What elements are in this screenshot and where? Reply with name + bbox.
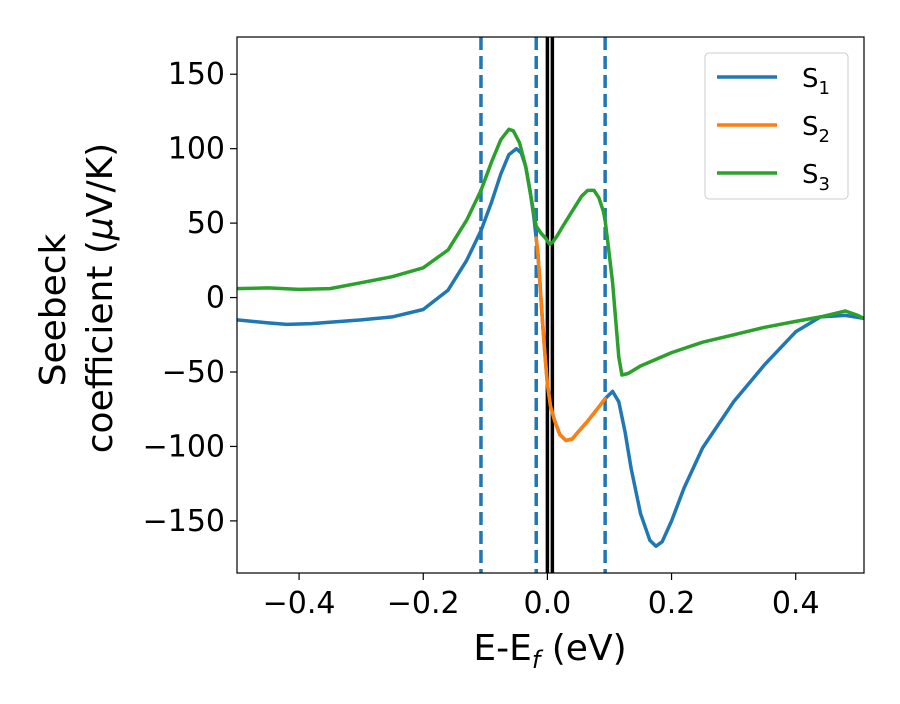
y-axis-title-line1: Seebeck xyxy=(33,233,74,386)
y-tick-label: −150 xyxy=(143,504,225,539)
x-axis-title-unit: (eV) xyxy=(540,628,626,669)
x-tick-label: −0.2 xyxy=(387,586,460,621)
x-tick-label: 0.0 xyxy=(524,586,572,621)
y-tick-label: 50 xyxy=(187,206,225,241)
y-tick-label: 100 xyxy=(168,132,225,167)
legend-label-s1: S1 xyxy=(802,64,830,99)
y-axis-title-line2: coefficient (μV/K) xyxy=(80,143,121,453)
legend-label-s3: S3 xyxy=(802,160,830,195)
x-tick-label: 0.4 xyxy=(772,586,820,621)
series-line-s2 xyxy=(534,236,607,443)
y-axis-title-mu: μ xyxy=(80,217,121,241)
y-axis-title: Seebeck coefficient (μV/K) xyxy=(33,143,121,453)
legend-label-s2: S2 xyxy=(802,112,830,147)
plot-frame xyxy=(236,36,865,574)
y-tick-label: −100 xyxy=(143,429,225,464)
y-tick-label: 150 xyxy=(168,57,225,92)
y-tick-label: −50 xyxy=(162,355,225,390)
x-axis-title: E-Ef (eV) xyxy=(473,628,626,674)
x-axis-title-main: E-E xyxy=(473,628,531,669)
y-tick-label: 0 xyxy=(206,281,225,316)
y-axis-title-line2-post: V/K) xyxy=(80,143,121,217)
x-tick-label: −0.4 xyxy=(263,586,336,621)
legend: S1 S2 S3 xyxy=(704,52,849,200)
x-tick-label: 0.2 xyxy=(648,586,696,621)
series-line-s3 xyxy=(237,127,864,377)
y-axis-title-line2-pre: coefficient ( xyxy=(80,240,121,453)
